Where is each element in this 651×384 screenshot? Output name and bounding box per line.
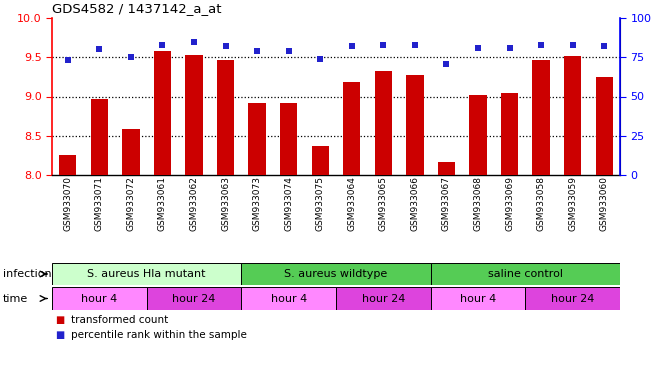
Bar [437, 162, 455, 175]
Bar [375, 71, 392, 175]
Point [283, 48, 294, 54]
Bar [249, 103, 266, 175]
Text: percentile rank within the sample: percentile rank within the sample [71, 330, 247, 340]
Bar [596, 77, 613, 175]
Bar [52, 287, 146, 310]
Point [599, 43, 609, 49]
Text: time: time [3, 293, 28, 303]
Bar [525, 287, 620, 310]
Text: S. aureus wildtype: S. aureus wildtype [284, 269, 387, 279]
Point [441, 60, 452, 66]
Text: saline control: saline control [488, 269, 563, 279]
Bar [280, 103, 298, 175]
Bar [312, 146, 329, 175]
Bar [431, 287, 525, 310]
Bar [469, 95, 487, 175]
Text: GDS4582 / 1437142_a_at: GDS4582 / 1437142_a_at [52, 2, 221, 15]
Bar [431, 263, 620, 285]
Point [220, 43, 230, 49]
Text: hour 24: hour 24 [173, 293, 215, 303]
Bar [242, 287, 336, 310]
Point [94, 46, 105, 53]
Bar [242, 263, 431, 285]
Text: hour 24: hour 24 [551, 293, 594, 303]
Point [315, 56, 326, 62]
Bar [59, 156, 76, 175]
Text: ■: ■ [55, 315, 64, 325]
Bar [186, 55, 202, 175]
Bar [154, 51, 171, 175]
Point [473, 45, 483, 51]
Bar [52, 263, 242, 285]
Text: transformed count: transformed count [71, 315, 169, 325]
Bar [343, 83, 361, 175]
Bar [90, 99, 108, 175]
Point [346, 43, 357, 49]
Point [568, 41, 578, 48]
Point [189, 38, 199, 45]
Bar [533, 60, 550, 175]
Point [62, 57, 73, 63]
Bar [564, 56, 581, 175]
Bar [336, 287, 431, 310]
Bar [146, 287, 242, 310]
Point [158, 41, 168, 48]
Text: hour 4: hour 4 [81, 293, 117, 303]
Point [252, 48, 262, 54]
Point [378, 41, 389, 48]
Point [409, 41, 420, 48]
Text: hour 4: hour 4 [460, 293, 496, 303]
Text: hour 4: hour 4 [271, 293, 307, 303]
Text: hour 24: hour 24 [362, 293, 405, 303]
Bar [217, 60, 234, 175]
Text: infection: infection [3, 269, 51, 279]
Point [505, 45, 515, 51]
Bar [122, 129, 139, 175]
Text: S. aureus Hla mutant: S. aureus Hla mutant [87, 269, 206, 279]
Bar [406, 74, 424, 175]
Point [536, 41, 546, 48]
Point [126, 54, 136, 60]
Bar [501, 93, 518, 175]
Text: ■: ■ [55, 330, 64, 340]
